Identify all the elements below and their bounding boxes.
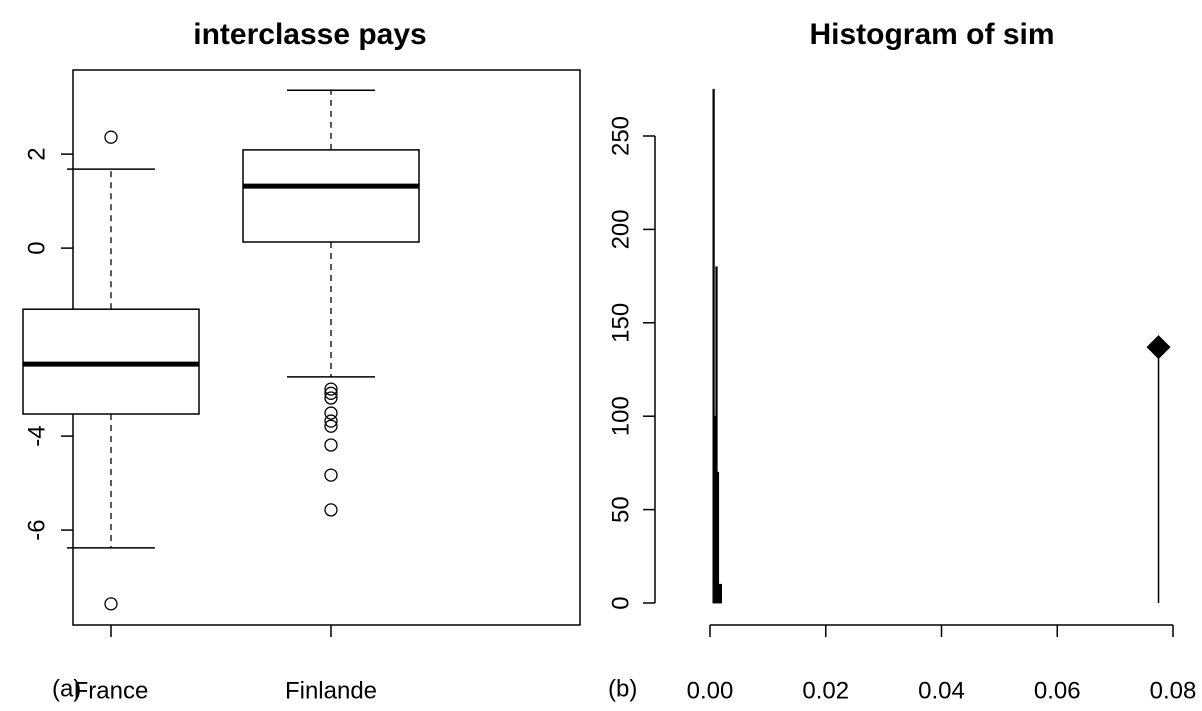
y-tick-label: 200: [607, 209, 634, 249]
outlier: [324, 468, 338, 482]
x-tick-label: France: [74, 677, 149, 704]
y-tick-label: -6: [23, 519, 50, 540]
y-tick-label: 100: [607, 396, 634, 436]
outlier: [324, 386, 338, 400]
box: [242, 149, 420, 243]
outlier: [324, 382, 338, 396]
outlier: [324, 391, 338, 405]
outlier: [324, 406, 338, 420]
marker: [1146, 335, 1171, 360]
y-tick-label: 150: [607, 303, 634, 343]
x-tick-label: 0.04: [918, 677, 965, 704]
x-tick-label: Finlande: [285, 677, 377, 704]
panel-label: (a): [52, 675, 81, 702]
bar: [712, 88, 715, 604]
box: [22, 308, 200, 415]
bar: [719, 583, 722, 604]
outlier: [324, 438, 338, 452]
y-tick-label: -4: [23, 425, 50, 446]
y-tick-label: 50: [607, 496, 634, 523]
bar: [715, 266, 718, 604]
x-tick-label: 0.00: [687, 677, 734, 704]
y-tick-label: 0: [23, 241, 50, 254]
y-tick-label: 0: [607, 596, 634, 609]
y-tick-label: 2: [23, 147, 50, 160]
chart-title: Histogram of sim: [809, 18, 1054, 51]
bar: [716, 471, 720, 604]
x-tick-label: 0.02: [802, 677, 849, 704]
outlier: [324, 414, 338, 428]
outlier: [324, 419, 338, 433]
outlier: [104, 597, 118, 611]
outlier: [324, 503, 338, 517]
x-tick-label: 0.06: [1034, 677, 1081, 704]
outlier: [104, 130, 118, 144]
chart-title: interclasse pays: [193, 18, 426, 51]
x-tick-label: 0.08: [1150, 677, 1197, 704]
panel-label: (b): [608, 675, 637, 702]
y-tick-label: 250: [607, 116, 634, 156]
